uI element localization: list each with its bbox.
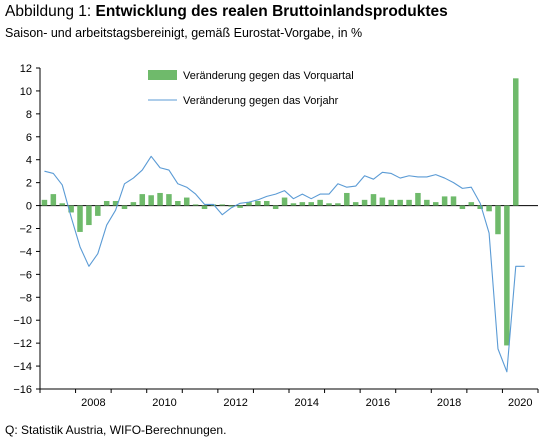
bar [441, 196, 448, 206]
bar [201, 205, 208, 210]
x-tick-label: 2012 [223, 397, 247, 409]
y-tick-label: −8 [19, 292, 32, 304]
line-series [44, 155, 525, 373]
x-axis: 2008 2010 2012 2014 2016 2018 2020 [39, 205, 539, 409]
bar [468, 202, 475, 206]
y-tick-label: −12 [13, 338, 32, 350]
bar [86, 205, 92, 226]
y-axis: −16 −14 −12 −10 −8 −6 −4 −2 0 2 4 6 8 10 12 [13, 63, 41, 396]
title-prefix: Abbildung 1: [5, 3, 96, 20]
x-tick-label: 2020 [508, 397, 532, 409]
title-main: Entwicklung des realen Bruttoinlandsprod… [95, 3, 448, 20]
bar [299, 202, 306, 206]
bar [148, 195, 154, 206]
source-note: Q: Statistik Austria, WIFO-Berechnungen. [5, 423, 227, 437]
bar [50, 194, 57, 206]
bar [335, 203, 341, 206]
y-tick-label: 0 [26, 201, 32, 213]
bar [219, 204, 226, 206]
bar [112, 200, 119, 206]
bar [237, 205, 243, 208]
bar [166, 194, 172, 206]
x-tick-label: 2014 [295, 397, 319, 409]
bar [272, 205, 279, 210]
bar [424, 199, 430, 206]
bar [486, 205, 492, 212]
bar [388, 199, 395, 206]
bar [459, 205, 466, 210]
y-tick-label: 4 [26, 155, 32, 167]
bar [130, 202, 137, 206]
bar [361, 199, 368, 206]
bar [415, 192, 421, 206]
y-tick-label: −16 [13, 384, 32, 396]
bar [175, 200, 181, 206]
bar [370, 194, 377, 206]
legend-line-label: Veränderung gegen das Vorjahr [183, 95, 339, 107]
bar-series [41, 78, 519, 346]
bar [344, 192, 350, 206]
bar [397, 199, 403, 206]
x-tick-label: 2016 [366, 397, 390, 409]
bar [281, 197, 288, 206]
bar [450, 196, 457, 206]
bar [352, 202, 359, 206]
x-tick-label: 2010 [152, 397, 176, 409]
series-line [44, 155, 525, 373]
bar [95, 205, 101, 216]
bar [183, 197, 190, 206]
bar [77, 205, 83, 232]
bar [504, 205, 510, 346]
y-tick-label: 12 [20, 63, 32, 75]
y-tick-label: −2 [19, 224, 32, 236]
legend: Veränderung gegen das Vorquartal Verände… [148, 70, 354, 107]
bar [139, 194, 146, 206]
bar [290, 203, 297, 206]
bar [255, 200, 261, 206]
bar [41, 199, 48, 206]
bar [246, 202, 252, 206]
x-tick-label: 2008 [81, 397, 105, 409]
bar [326, 203, 332, 206]
bar [406, 199, 412, 206]
y-tick-label: 2 [26, 178, 32, 190]
bar [59, 203, 65, 206]
bar [103, 200, 110, 206]
y-tick-label: 6 [26, 132, 32, 144]
y-tick-label: −14 [13, 361, 32, 373]
bar [432, 202, 439, 206]
bar [228, 205, 234, 207]
legend-bar-label: Veränderung gegen das Vorquartal [183, 70, 354, 82]
bar [264, 200, 270, 206]
y-tick-label: 8 [26, 109, 32, 121]
bar [157, 192, 163, 206]
bar [495, 205, 501, 235]
bar [317, 199, 323, 206]
chart-title: Abbildung 1: Entwicklung des realen Brut… [5, 3, 448, 21]
y-tick-label: 10 [20, 86, 32, 98]
bar [192, 204, 199, 206]
bar [513, 78, 519, 206]
bar [477, 205, 483, 210]
bar [379, 197, 386, 206]
legend-bar-swatch [148, 70, 177, 80]
y-tick-label: −4 [19, 246, 32, 258]
x-tick-label: 2018 [437, 397, 461, 409]
y-tick-label: −6 [19, 269, 32, 281]
bar [308, 202, 314, 206]
bar [68, 205, 74, 213]
y-tick-label: −10 [13, 315, 32, 327]
chart-subtitle: Saison- und arbeitstagsbereinigt, gemäß … [5, 26, 363, 40]
bar [121, 205, 128, 210]
